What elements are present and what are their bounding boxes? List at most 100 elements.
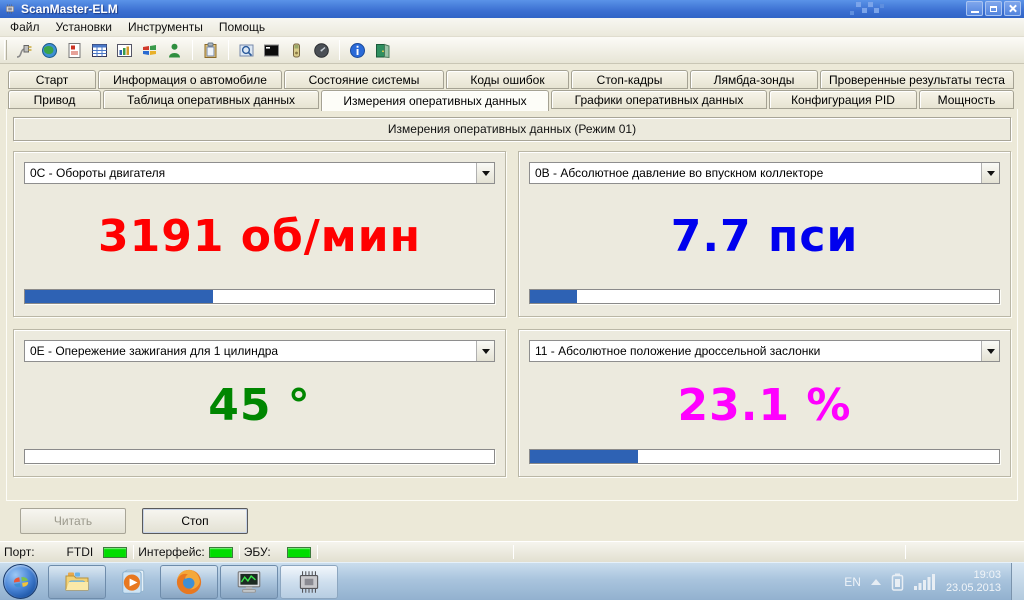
connect-icon [16,44,32,58]
combo-arrow [476,341,494,361]
exit-icon [376,43,390,58]
tab-live-data-graphs[interactable]: Графики оперативных данных [551,90,767,109]
pid-select-throttle[interactable]: 11 - Абсолютное положение дроссельной за… [529,340,1000,362]
windows-icon [143,44,156,55]
meter-progressbar-throttle [529,449,1000,464]
language-indicator[interactable]: EN [844,574,861,589]
meter-value-timing: 45 ° [208,380,311,431]
chip-icon [6,4,14,14]
restore-button[interactable] [985,1,1002,16]
tab-freeze-frames[interactable]: Стоп-кадры [571,70,688,89]
pid-select-value: 0C - Обороты двигателя [30,166,166,180]
battery-icon[interactable] [891,573,904,591]
search-button[interactable] [235,39,258,62]
clock[interactable]: 19:03 23.05.2013 [946,569,1001,595]
tab-live-data-table[interactable]: Таблица оперативных данных [103,90,319,109]
show-desktop-button[interactable] [1011,562,1024,600]
statusbar: Порт: FTDI Интерфейс: ЭБУ: [0,541,1024,562]
taskbar-button-system-monitor[interactable] [220,564,278,599]
pid-select-timing[interactable]: 0E - Опережение зажигания для 1 цилиндра [24,340,495,362]
chevron-down-icon [481,348,490,354]
titlebar-pixel-pattern [850,2,884,15]
tab-system-status[interactable]: Состояние системы [284,70,444,89]
meter-value-rpm: 3191 об/мин [98,211,421,262]
table-button[interactable] [88,39,111,62]
report-button[interactable] [63,39,86,62]
meter-progressbar-map [529,289,1000,304]
window-title: ScanMaster-ELM [21,2,118,16]
pid-select-rpm[interactable]: 0C - Обороты двигателя [24,162,495,184]
chip-icon [299,570,319,593]
tab-start[interactable]: Старт [8,70,96,89]
network-signal-icon[interactable] [913,573,936,590]
connect-button[interactable] [13,39,36,62]
toolbar-separator [339,40,340,60]
gauge-icon [314,42,329,58]
mode-header: Измерения оперативных данных (Режим 01) [13,117,1011,141]
meter-panel-timing: 0E - Опережение зажигания для 1 цилиндра… [13,329,506,477]
progress-fill [530,290,577,303]
clipboard-icon [204,42,217,58]
close-button[interactable] [1004,1,1021,16]
globe-button[interactable] [38,39,61,62]
actions-row: Читать Стоп [0,501,1024,541]
tab-live-data-meters[interactable]: Измерения оперативных данных [321,90,549,111]
pid-select-value: 0E - Опережение зажигания для 1 цилиндра [30,344,279,358]
menu-tools[interactable]: Инструменты [128,20,203,34]
read-button[interactable]: Читать [20,508,126,534]
toolbar-separator [192,40,193,60]
tab-pid-config[interactable]: Конфигурация PID [769,90,917,109]
chart-button[interactable] [113,39,136,62]
windows-logo-icon [13,576,28,587]
search-icon [239,44,254,56]
clipboard-button[interactable] [199,39,222,62]
gauge-button[interactable] [310,39,333,62]
pid-select-map[interactable]: 0B - Абсолютное давление во впускном кол… [529,162,1000,184]
statusbar-divider [905,545,906,559]
chart-icon [117,43,132,57]
terminal-button[interactable] [260,39,283,62]
ecu-label: ЭБУ: [243,545,271,559]
progress-fill [530,450,638,463]
exit-button[interactable] [371,39,394,62]
toolbar-grip[interactable] [4,40,7,60]
meter-panel-rpm: 0C - Обороты двигателя 3191 об/мин [13,151,506,317]
minimize-button[interactable] [966,1,983,16]
system-monitor-icon [237,570,261,593]
combo-arrow [981,163,999,183]
media-player-icon [122,569,145,594]
tab-row-2: Привод Таблица оперативных данных Измере… [8,90,1016,111]
windows-button[interactable] [138,39,161,62]
menu-settings[interactable]: Установки [55,20,112,34]
tray-expand-icon[interactable] [870,578,881,585]
port-value: FTDI [66,545,94,559]
tab-actuators[interactable]: Привод [8,90,101,109]
taskbar-button-firefox[interactable] [160,564,218,599]
statusbar-divider [316,545,318,559]
tab-test-results[interactable]: Проверенные результаты теста [820,70,1014,89]
taskbar-button-explorer[interactable] [48,564,106,599]
tab-power[interactable]: Мощность [919,90,1014,109]
info-button[interactable] [346,39,369,62]
firefox-icon [176,569,202,594]
user-button[interactable] [163,39,186,62]
tab-vehicle-info[interactable]: Информация о автомобиле [98,70,282,89]
meters-grid: 0C - Обороты двигателя 3191 об/мин 0B - … [13,151,1011,477]
menu-file[interactable]: Файл [10,20,40,34]
clock-date: 23.05.2013 [945,581,1001,594]
stop-button[interactable]: Стоп [142,508,248,534]
battery-button[interactable] [285,39,308,62]
progress-fill [25,290,213,303]
meter-panel-throttle: 11 - Абсолютное положение дроссельной за… [518,329,1011,477]
close-icon [1008,4,1017,13]
taskbar-button-scanmaster[interactable] [280,564,338,599]
port-label: Порт: [4,545,35,559]
tab-trouble-codes[interactable]: Коды ошибок [446,70,569,89]
meter-progressbar-timing [24,449,495,464]
taskbar-button-media-player[interactable] [108,565,158,599]
chevron-down-icon [481,170,490,176]
start-button[interactable] [3,564,38,599]
menu-help[interactable]: Помощь [218,20,266,34]
tab-lambda-sensors[interactable]: Лямбда-зонды [690,70,818,89]
globe-icon [42,42,57,58]
